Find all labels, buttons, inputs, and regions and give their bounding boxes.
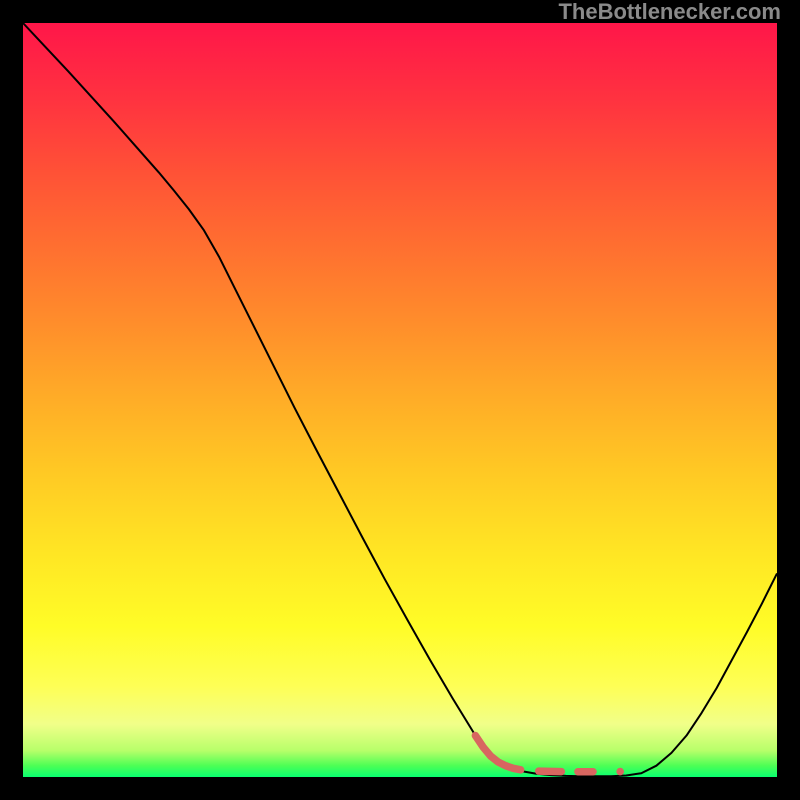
watermark-label: TheBottlenecker.com xyxy=(558,0,781,25)
chart-svg xyxy=(0,0,800,800)
plot-gradient-background xyxy=(23,23,777,777)
optimal-range-marker-dot-0 xyxy=(616,768,624,776)
chart-container: TheBottlenecker.com xyxy=(0,0,800,800)
